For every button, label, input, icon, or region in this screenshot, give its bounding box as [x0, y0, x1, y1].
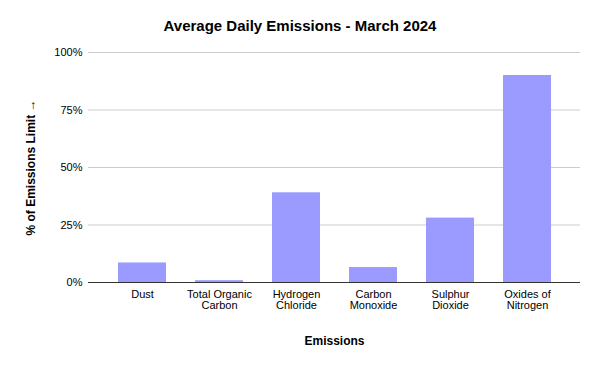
svg-text:CarbonMonoxide: CarbonMonoxide: [350, 288, 398, 311]
svg-text:0%: 0%: [67, 276, 83, 288]
svg-text:75%: 75%: [60, 104, 82, 116]
svg-text:25%: 25%: [60, 219, 82, 231]
svg-text:100%: 100%: [54, 46, 82, 58]
svg-text:Dust: Dust: [131, 288, 154, 300]
svg-text:% of Emissions Limit →: % of Emissions Limit →: [24, 99, 38, 235]
svg-text:50%: 50%: [60, 161, 82, 173]
svg-text:Emissions: Emissions: [304, 334, 364, 348]
svg-text:HydrogenChloride: HydrogenChloride: [273, 288, 321, 311]
svg-text:SulphurDioxide: SulphurDioxide: [432, 288, 470, 311]
html-text:Average Daily Emissions - Marc: Average Daily Emissions - March 2024: [163, 17, 437, 34]
svg-text:Oxides ofNitrogen: Oxides ofNitrogen: [504, 288, 551, 311]
svg-text:Total OrganicCarbon: Total OrganicCarbon: [187, 288, 252, 311]
